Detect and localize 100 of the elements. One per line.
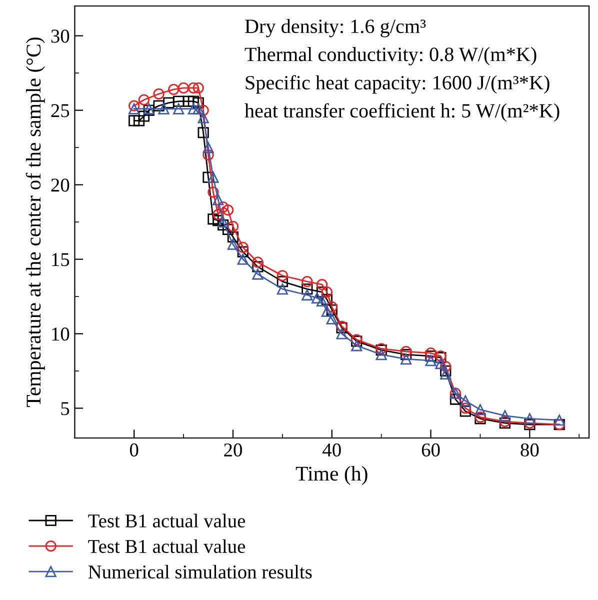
point: [376, 349, 387, 360]
point: [198, 127, 209, 138]
point: [128, 115, 140, 126]
x-tick-label: 80: [520, 443, 539, 457]
point: [237, 246, 248, 258]
point: [460, 406, 471, 417]
point: [326, 301, 338, 312]
point: [128, 103, 140, 114]
annotation: Thermal conductivity: 0.8 W/(m*K): [244, 47, 536, 66]
point: [400, 353, 412, 365]
point: [138, 110, 150, 122]
x-tick-label: 0: [130, 443, 138, 457]
point: [302, 289, 313, 301]
point: [208, 213, 219, 225]
point: [252, 268, 264, 280]
point: [227, 220, 239, 232]
point: [316, 286, 328, 298]
point: [316, 295, 328, 307]
point: [440, 368, 452, 380]
point: [425, 354, 436, 366]
point: [435, 358, 446, 370]
point: [208, 186, 219, 198]
point: [276, 283, 288, 295]
point: [198, 112, 209, 124]
point: [351, 340, 362, 352]
legend-label: Test B1 actual value: [88, 514, 246, 528]
y-tick-label: 10: [52, 328, 70, 341]
point: [321, 306, 332, 317]
point: [425, 348, 436, 359]
point: [153, 88, 164, 100]
x-axis-title: Time (h): [296, 466, 368, 485]
point: [208, 172, 219, 183]
point: [212, 214, 224, 226]
point: [133, 115, 145, 126]
point: [218, 202, 229, 213]
point: [168, 84, 180, 95]
point: [212, 208, 224, 220]
point: [252, 261, 264, 272]
point: [440, 360, 452, 372]
point: [202, 149, 214, 161]
point: [192, 82, 204, 94]
point: [128, 100, 140, 112]
point: [158, 103, 170, 114]
point: [336, 328, 348, 340]
point: [237, 254, 248, 265]
point: [198, 104, 209, 116]
point: [312, 292, 323, 304]
point: [450, 394, 462, 405]
point: [163, 97, 174, 108]
point: [321, 286, 332, 298]
point: [173, 103, 184, 114]
y-tick-label: 5: [61, 402, 70, 416]
point: [227, 231, 239, 242]
point: [188, 82, 199, 94]
point: [400, 346, 412, 358]
point: [326, 313, 338, 324]
point: [460, 402, 471, 414]
point: [276, 276, 288, 288]
point: [222, 204, 234, 216]
point: [302, 276, 313, 288]
point: [316, 279, 328, 290]
point: [460, 395, 471, 406]
y-tick-label: 25: [51, 104, 70, 118]
point: [188, 103, 199, 114]
y-tick-label: 30: [51, 30, 70, 43]
point: [524, 413, 536, 424]
point: [499, 410, 511, 422]
point: [202, 142, 214, 154]
annotation: Dry density: 1.6 g/cm³: [245, 18, 426, 38]
point: [400, 349, 412, 360]
point: [237, 242, 248, 253]
point: [218, 216, 229, 228]
point: [218, 219, 229, 231]
point: [153, 100, 164, 112]
point: [192, 103, 204, 114]
legend-label: Numerical simulation results: [88, 564, 312, 579]
point: [227, 238, 239, 250]
point: [276, 270, 288, 282]
point: [138, 94, 150, 106]
y-axis-title: Temperature at the center of the sample (°C): [26, 38, 45, 407]
y-tick-label: 15: [52, 253, 70, 266]
point: [321, 294, 332, 306]
legend-label: Test B1 actual value: [88, 539, 246, 554]
point: [554, 414, 565, 426]
x-tick-label: 20: [224, 443, 242, 457]
point: [173, 96, 184, 107]
x-tick-label: 60: [422, 443, 440, 457]
y-tick-label: 20: [51, 178, 70, 192]
annotation: heat transfer coefficient h: 5 W/(m²*K): [244, 103, 560, 122]
point: [252, 256, 264, 268]
annotation: Specific heat capacity: 1600 J/(m³*K): [246, 75, 550, 94]
point: [178, 82, 190, 94]
x-tick-label: 40: [322, 443, 341, 457]
point: [222, 224, 234, 236]
point: [212, 194, 224, 206]
point: [192, 97, 204, 108]
point: [302, 283, 313, 295]
point: [474, 404, 486, 416]
point: [188, 96, 199, 107]
point: [440, 365, 452, 377]
